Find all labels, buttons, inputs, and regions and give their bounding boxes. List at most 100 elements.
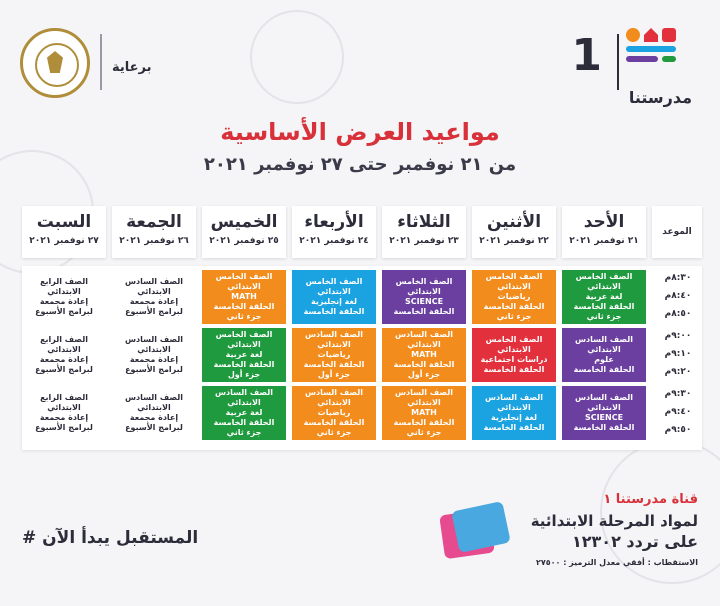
schedule-cell-line: الصف الخامس الابتدائي [215,330,273,349]
schedule-cell-line: الصف الرابع الابتدائي [40,277,88,296]
schedule-cell: الصف السادس الابتدائي SCIENCE الحلقة الخام… [562,386,646,440]
schedule-cell-line: الحلقة الخامسة [573,365,635,374]
header-divider [100,34,102,90]
schedule-cell: الصف الخامس الابتدائي لغة عربية الحلقة الخ… [202,328,286,382]
day-date: ٢٣ نوفمبر ٢٠٢١ [389,236,459,246]
time-slot: ٩:٠٠م [664,331,692,341]
schedule-cell-line: الصف الخامس الابتدائي [215,272,273,291]
schedule-cell-line: الصف السادس الابتدائي [305,388,363,407]
brand-number: 1 [571,30,602,81]
schedule-cell: الصف السادس الابتدائي إعادة مجمعة لبرامج ا… [112,270,196,324]
day-date: ٢١ نوفمبر ٢٠٢١ [569,236,639,246]
schedule-cell: الصف الخامس الابتدائي MATH الحلقة الخامسة ج… [202,270,286,324]
schedule-cell-line: SCIENCE [584,413,624,422]
schedule-cell-line: علوم [594,355,614,364]
time-slot: ٨:٤٠م [664,291,692,301]
schedule-cell-line: الحلقة الخامسة [573,423,635,432]
schedule-cell-line: إعادة مجمعة [129,297,179,306]
time-slot: ٩:١٠م [664,349,692,359]
schedule-cell-line: الحلقة الخامسة [393,307,455,316]
schedule-cell: الصف السادس الابتدائي MATH الحلقة الخامسة ج… [382,328,466,382]
schedule-cell-line: الصف السادس الابتدائي [575,393,633,412]
schedule-cell-line: جزء أول [317,370,351,379]
schedule-cell-line: الصف السادس الابتدائي [125,277,183,296]
day-date: ٢٢ نوفمبر ٢٠٢١ [479,236,549,246]
schedule-cell-line: الصف السادس الابتدائي [575,335,633,354]
schedule-cell: الصف السادس الابتدائي رياضيات الحلقة الخام… [292,328,376,382]
schedule-cell-line: الصف الخامس الابتدائي [485,272,543,291]
time-slot: ٨:٣٠م [664,273,692,283]
day-header: الثلاثاء ٢٣ نوفمبر ٢٠٢١ [382,206,466,258]
schedule-cell-line: لغة إنجليزية [490,413,538,422]
schedule-cell-line: رياضيات [317,408,351,417]
schedule-cell-line: الحلقة الخامسة [483,302,545,311]
schedule-cell-line: SCIENCE [404,297,444,306]
schedule-cell: الصف الرابع الابتدائي إعادة مجمعة لبرامج ا… [22,270,106,324]
schedule-cell: الصف السادس الابتدائي علوم الحلقة الخامسة [562,328,646,382]
schedule-cell-line: الحلقة الخامسة [213,302,275,311]
day-name: الأربعاء [304,212,364,232]
channel-name: قناة مدرستنا ١ [603,492,698,507]
schedule-cell-line: لبرامج الأسبوع [35,365,93,374]
schedule-cell-line: MATH [411,408,437,417]
background-doodle [250,10,344,104]
day-name: السبت [36,212,92,232]
day-date: ٢٧ نوفمبر ٢٠٢١ [29,236,99,246]
day-date: ٢٤ نوفمبر ٢٠٢١ [299,236,369,246]
day-name: الأثنين [486,212,542,232]
schedule-cell-line: رياضيات [317,350,351,359]
sponsor-label: برعاية [112,60,152,75]
schedule-cell-line: لبرامج الأسبوع [35,307,93,316]
day-name: الخميس [210,212,278,232]
schedule-cell-line: الصف السادس الابتدائي [395,388,453,407]
schedule-cell-line: الحلقة الخامسة [303,418,365,427]
schedule-cell-line: جزء ثاني [496,312,532,321]
schedule-cell: الصف الخامس الابتدائي دراسات اجتماعية الحل… [472,328,556,382]
schedule-cell-line: لغة إنجليزية [310,297,358,306]
schedule-cell-line: الصف الرابع الابتدائي [40,393,88,412]
schedule-cell-line: الصف السادس الابتدائي [395,330,453,349]
schedule-cell-line: إعادة مجمعة [129,413,179,422]
schedule-cell-line: الحلقة الخامسة [303,360,365,369]
schedule-cell-line: الحلقة الخامسة [483,423,545,432]
day-header: الأثنين ٢٢ نوفمبر ٢٠٢١ [472,206,556,258]
schedule-cell: الصف الرابع الابتدائي إعادة مجمعة لبرامج ا… [22,328,106,382]
schedule-cell: الصف السادس الابتدائي لغة عربية الحلقة الخ… [202,386,286,440]
schedule-cell-line: إعادة مجمعة [39,297,89,306]
schedule-cell-line: الصف السادس الابتدائي [305,330,363,349]
day-header: الخميس ٢٥ نوفمبر ٢٠٢١ [202,206,286,258]
schedule-cell: الصف الخامس الابتدائي رياضيات الحلقة الخام… [472,270,556,324]
schedule-cell-line: لبرامج الأسبوع [35,423,93,432]
schedule-cell-line: رياضيات [497,292,531,301]
header-divider [617,34,619,90]
schedule-cell-line: جزء أول [227,370,261,379]
schedule-cell-line: إعادة مجمعة [39,413,89,422]
page-subtitle: من ٢١ نوفمبر حتى ٢٧ نوفمبر ٢٠٢١ [203,154,517,175]
time-slot: ٩:٤٠م [664,407,692,417]
day-name: الثلاثاء [397,212,451,232]
channel-frequency: على تردد ١٢٣٠٢ [572,532,698,551]
schedule-cell-line: الحلقة الخامسة [393,418,455,427]
schedule-cell: الصف الخامس الابتدائي SCIENCE الحلقة الخام… [382,270,466,324]
time-slot: ٨:٥٠م [664,309,692,319]
channel-subjects: لمواد المرحلة الابتدائية [530,512,698,530]
schedule-cell-line: إعادة مجمعة [39,355,89,364]
hashtag-slogan: # المستقبل يبدأ الآن [22,528,199,548]
schedule-cell-line: MATH [231,292,257,301]
schedule-cell-line: جزء ثاني [406,428,442,437]
schedule-cell-line: الصف السادس الابتدائي [125,393,183,412]
time-slot: ٩:٥٠م [664,425,692,435]
schedule-cell-line: لبرامج الأسبوع [125,307,183,316]
schedule-cell: الصف الخامس الابتدائي لغة إنجليزية الحلقة … [292,270,376,324]
schedule-cell-line: الصف الخامس الابتدائي [575,272,633,291]
schedule-cell-line: الصف السادس الابتدائي [125,335,183,354]
page-title: مواعيد العرض الأساسية [220,118,500,146]
time-slot: ٩:٣٠م [664,389,692,399]
schedule-cell: الصف السادس الابتدائي رياضيات الحلقة الخام… [292,386,376,440]
day-name: الأحد [583,212,625,232]
schedule-cell-line: إعادة مجمعة [129,355,179,364]
brand-name: مدرستنا [628,88,692,107]
schedule-cell-line: لبرامج الأسبوع [125,423,183,432]
ministry-seal-icon [20,28,90,98]
schedule-cell-line: لغة عربية [225,408,263,417]
